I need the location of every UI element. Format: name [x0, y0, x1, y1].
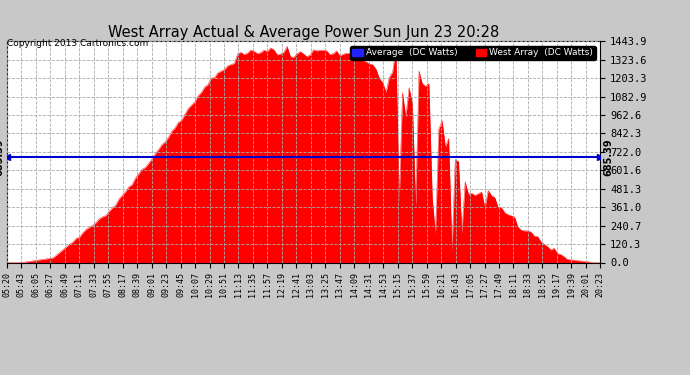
Text: 685.39: 685.39 — [603, 139, 613, 176]
Title: West Array Actual & Average Power Sun Jun 23 20:28: West Array Actual & Average Power Sun Ju… — [108, 25, 500, 40]
Text: 685.39: 685.39 — [0, 139, 4, 176]
Legend: Average  (DC Watts), West Array  (DC Watts): Average (DC Watts), West Array (DC Watts… — [350, 46, 595, 60]
Text: Copyright 2013 Cartronics.com: Copyright 2013 Cartronics.com — [7, 39, 148, 48]
